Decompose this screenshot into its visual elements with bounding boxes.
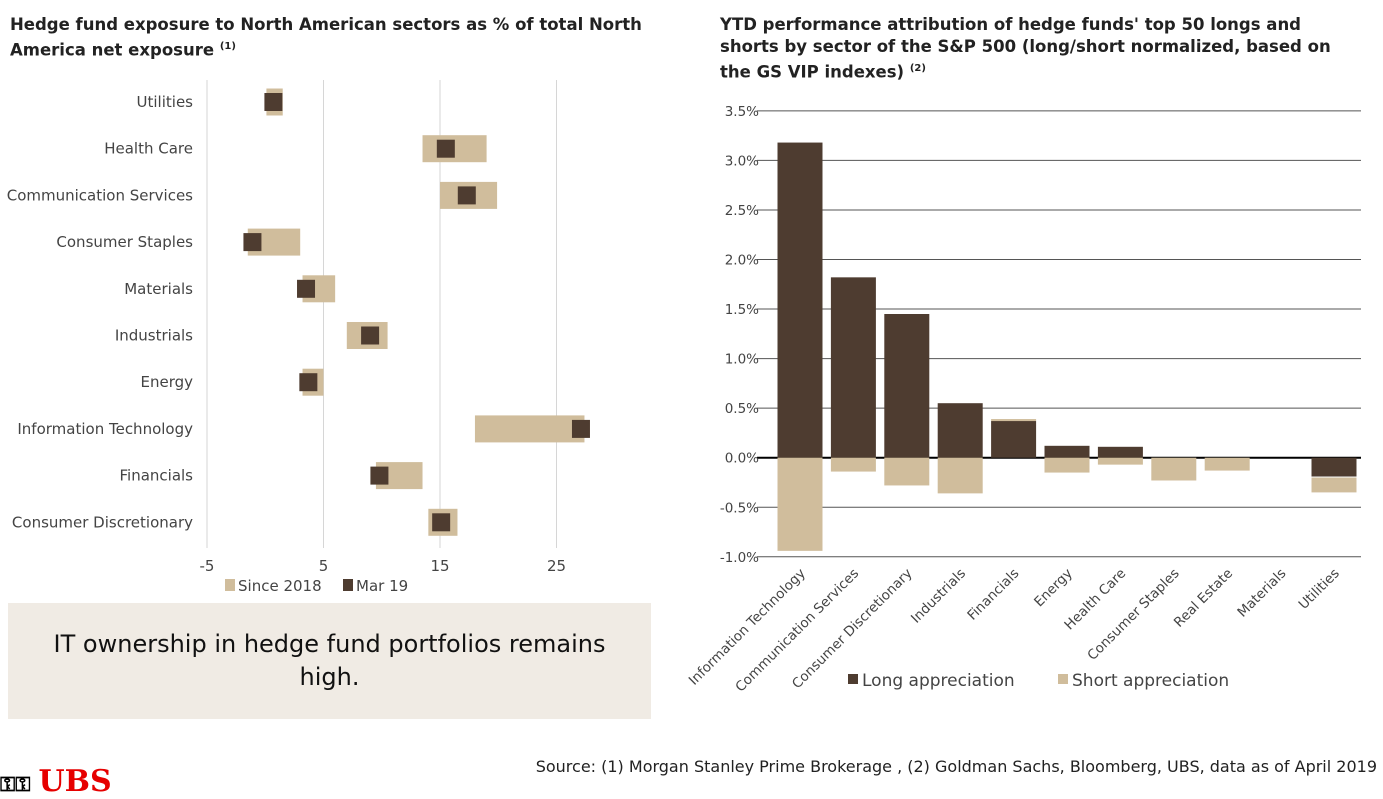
bar-long-appreciation bbox=[991, 421, 1037, 458]
x-category-label: Energy bbox=[1031, 566, 1076, 611]
x-tick-label: -5 bbox=[200, 557, 215, 575]
y-tick-label: 3.5% bbox=[725, 104, 759, 120]
x-tick-label: 5 bbox=[319, 557, 329, 575]
legend-swatch-short bbox=[1058, 674, 1068, 684]
bar-long-appreciation bbox=[937, 403, 983, 458]
left-chart-title: Hedge fund exposure to North American se… bbox=[10, 14, 650, 62]
marker-mar-19 bbox=[243, 233, 262, 252]
x-category-label: Materials bbox=[1234, 566, 1289, 621]
x-category-label: Utilities bbox=[1296, 566, 1343, 613]
bar-short-appreciation bbox=[1044, 457, 1090, 473]
x-category-label: Financials bbox=[964, 566, 1022, 624]
marker-mar-19 bbox=[264, 93, 283, 111]
y-tick-label: 1.0% bbox=[725, 352, 759, 368]
category-label: Financials bbox=[120, 467, 194, 485]
bar-short-appreciation bbox=[830, 457, 876, 472]
charts-canvas: -5 5 15 25 Utilities Health Care Communication… bbox=[7, 80, 1361, 695]
marker-mar-19 bbox=[457, 186, 476, 205]
x-tick-label: 15 bbox=[430, 557, 449, 575]
legend-swatch-since-2018 bbox=[225, 579, 235, 591]
legend-swatch-mar-19 bbox=[343, 579, 353, 591]
y-tick-label: 2.5% bbox=[725, 203, 759, 219]
y-tick-label: -0.5% bbox=[720, 500, 759, 516]
left-title-note: (1) bbox=[219, 41, 236, 52]
y-tick-label: 1.5% bbox=[725, 302, 759, 318]
left-title-text: Hedge fund exposure to North American se… bbox=[10, 15, 642, 60]
category-label: Industrials bbox=[115, 327, 193, 345]
legend-label: Since 2018 bbox=[238, 577, 322, 595]
category-label: Consumer Staples bbox=[56, 233, 193, 251]
bar-long-appreciation bbox=[777, 142, 823, 458]
bar-short-appreciation bbox=[1204, 457, 1250, 471]
x-tick-label: 25 bbox=[547, 557, 566, 575]
y-tick-label: -1.0% bbox=[720, 550, 759, 566]
bar-long-appreciation bbox=[1311, 457, 1357, 477]
legend-label: Long appreciation bbox=[862, 671, 1015, 691]
category-label: Information Technology bbox=[17, 420, 193, 438]
bar-long-appreciation bbox=[1044, 445, 1090, 458]
callout-box: IT ownership in hedge fund portfolios re… bbox=[8, 603, 651, 719]
bar-short-appreciation bbox=[1311, 477, 1357, 493]
category-label: Utilities bbox=[137, 93, 194, 111]
bar-short-appreciation bbox=[1151, 457, 1197, 481]
bar-short-appreciation bbox=[884, 457, 930, 486]
right-chart-title: YTD performance attribution of hedge fun… bbox=[720, 14, 1360, 84]
marker-mar-19 bbox=[297, 279, 316, 298]
marker-mar-19 bbox=[436, 139, 455, 158]
y-tick-label: 0.5% bbox=[725, 401, 759, 417]
callout-text: IT ownership in hedge fund portfolios re… bbox=[53, 630, 606, 691]
bar-short-appreciation bbox=[777, 457, 823, 551]
bar-short-appreciation bbox=[991, 419, 1037, 422]
y-tick-label: 2.0% bbox=[725, 253, 759, 269]
category-label: Energy bbox=[140, 373, 193, 391]
category-label: Health Care bbox=[104, 140, 193, 158]
bar-long-appreciation bbox=[1097, 446, 1143, 458]
category-label: Consumer Discretionary bbox=[12, 513, 193, 531]
ubs-logo: ⚿⚿ UBS bbox=[0, 764, 112, 799]
legend-label: Short appreciation bbox=[1072, 671, 1229, 691]
bar-short-appreciation bbox=[1097, 457, 1143, 465]
marker-mar-19 bbox=[432, 513, 451, 532]
marker-mar-19 bbox=[299, 373, 318, 392]
x-category-label: Industrials bbox=[908, 566, 969, 627]
marker-mar-19 bbox=[370, 466, 389, 485]
category-label: Communication Services bbox=[7, 186, 193, 204]
legend-label: Mar 19 bbox=[356, 577, 408, 595]
bar-long-appreciation bbox=[830, 277, 876, 458]
marker-mar-19 bbox=[361, 326, 380, 345]
x-category-label: Consumer Staples bbox=[1084, 566, 1182, 664]
source-note: Source: (1) Morgan Stanley Prime Brokera… bbox=[535, 757, 1377, 776]
y-tick-label: 3.0% bbox=[725, 153, 759, 169]
right-title-note: (2) bbox=[909, 63, 926, 74]
right-title-text: YTD performance attribution of hedge fun… bbox=[720, 15, 1331, 82]
range-bar-since-2018 bbox=[474, 415, 585, 443]
bar-long-appreciation bbox=[884, 314, 930, 458]
legend-swatch-long bbox=[848, 674, 858, 684]
category-label: Materials bbox=[124, 280, 193, 298]
bar-short-appreciation bbox=[937, 457, 983, 494]
ubs-keys-icon: ⚿⚿ bbox=[0, 772, 31, 796]
y-tick-label: 0.0% bbox=[725, 451, 759, 467]
marker-mar-19 bbox=[571, 419, 590, 438]
